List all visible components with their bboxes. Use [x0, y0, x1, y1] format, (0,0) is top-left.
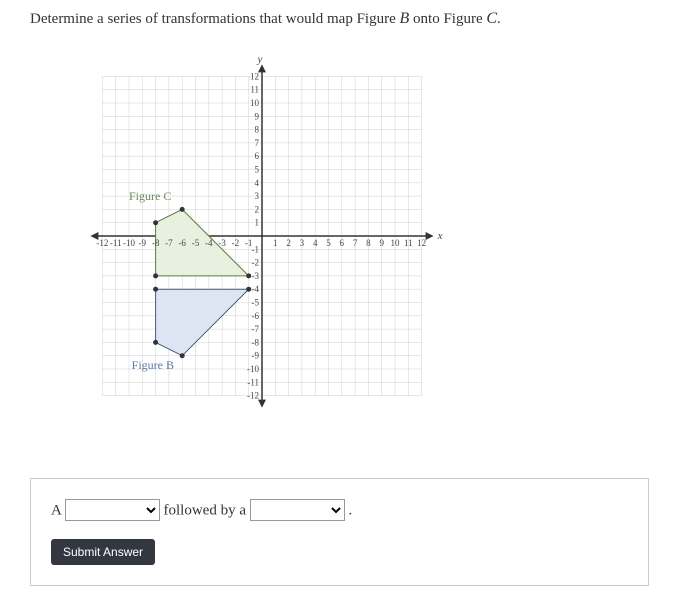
- svg-text:2: 2: [286, 238, 291, 248]
- svg-text:-10: -10: [123, 238, 135, 248]
- svg-text:3: 3: [300, 238, 305, 248]
- svg-text:-10: -10: [247, 364, 259, 374]
- svg-text:12: 12: [250, 71, 259, 81]
- question-prefix: Determine a series of transformations th…: [30, 11, 400, 27]
- svg-text:-11: -11: [247, 377, 259, 387]
- svg-text:2: 2: [255, 204, 260, 214]
- svg-text:7: 7: [353, 238, 358, 248]
- svg-text:-7: -7: [165, 238, 173, 248]
- svg-text:8: 8: [255, 125, 260, 135]
- answer-line: A followed by a .: [51, 499, 628, 521]
- svg-text:-2: -2: [252, 258, 260, 268]
- svg-text:6: 6: [255, 151, 260, 161]
- svg-text:11: 11: [404, 238, 413, 248]
- svg-text:-4: -4: [205, 238, 213, 248]
- svg-text:9: 9: [255, 111, 260, 121]
- svg-text:7: 7: [255, 138, 260, 148]
- svg-text:8: 8: [366, 238, 371, 248]
- svg-text:-3: -3: [218, 238, 226, 248]
- svg-text:10: 10: [391, 238, 401, 248]
- svg-text:4: 4: [255, 178, 260, 188]
- question-suffix: .: [497, 11, 501, 27]
- svg-text:11: 11: [250, 85, 259, 95]
- svg-text:-8: -8: [252, 337, 260, 347]
- graph-svg: -12-11-10-9-8-7-6-5-4-3-2-11234567891011…: [90, 48, 450, 448]
- svg-text:5: 5: [326, 238, 331, 248]
- svg-text:-6: -6: [252, 311, 260, 321]
- coordinate-graph: -12-11-10-9-8-7-6-5-4-3-2-11234567891011…: [90, 48, 450, 448]
- svg-text:12: 12: [417, 238, 426, 248]
- svg-text:-5: -5: [252, 298, 260, 308]
- submit-button[interactable]: Submit Answer: [51, 539, 155, 565]
- svg-text:-6: -6: [178, 238, 186, 248]
- answer-suffix: .: [345, 503, 353, 519]
- svg-text:x: x: [437, 230, 443, 242]
- svg-text:1: 1: [255, 218, 260, 228]
- svg-text:-9: -9: [252, 351, 260, 361]
- svg-text:-12: -12: [247, 391, 259, 401]
- svg-text:9: 9: [379, 238, 384, 248]
- svg-text:-5: -5: [192, 238, 200, 248]
- svg-text:y: y: [257, 53, 263, 65]
- svg-text:-1: -1: [252, 244, 260, 254]
- question-var-c: C: [486, 10, 497, 27]
- answer-panel: A followed by a . Submit Answer: [30, 478, 649, 586]
- question-text: Determine a series of transformations th…: [30, 10, 649, 28]
- svg-text:1: 1: [273, 238, 278, 248]
- svg-text:4: 4: [313, 238, 318, 248]
- answer-middle: followed by a: [160, 503, 250, 519]
- transformation-select-2[interactable]: [250, 499, 345, 521]
- svg-text:-7: -7: [252, 324, 260, 334]
- svg-text:5: 5: [255, 165, 260, 175]
- svg-text:-9: -9: [139, 238, 147, 248]
- svg-text:-4: -4: [252, 284, 260, 294]
- svg-text:Figure C: Figure C: [129, 189, 171, 203]
- svg-text:Figure B: Figure B: [132, 358, 174, 372]
- answer-prefix: A: [51, 503, 65, 519]
- svg-text:-11: -11: [110, 238, 122, 248]
- transformation-select-1[interactable]: [65, 499, 160, 521]
- question-var-b: B: [400, 10, 410, 27]
- question-middle: onto Figure: [409, 11, 486, 27]
- svg-text:-2: -2: [232, 238, 240, 248]
- svg-text:3: 3: [255, 191, 260, 201]
- svg-text:-12: -12: [96, 238, 108, 248]
- svg-text:-3: -3: [252, 271, 260, 281]
- svg-text:6: 6: [340, 238, 345, 248]
- svg-text:-8: -8: [152, 238, 160, 248]
- svg-text:10: 10: [250, 98, 260, 108]
